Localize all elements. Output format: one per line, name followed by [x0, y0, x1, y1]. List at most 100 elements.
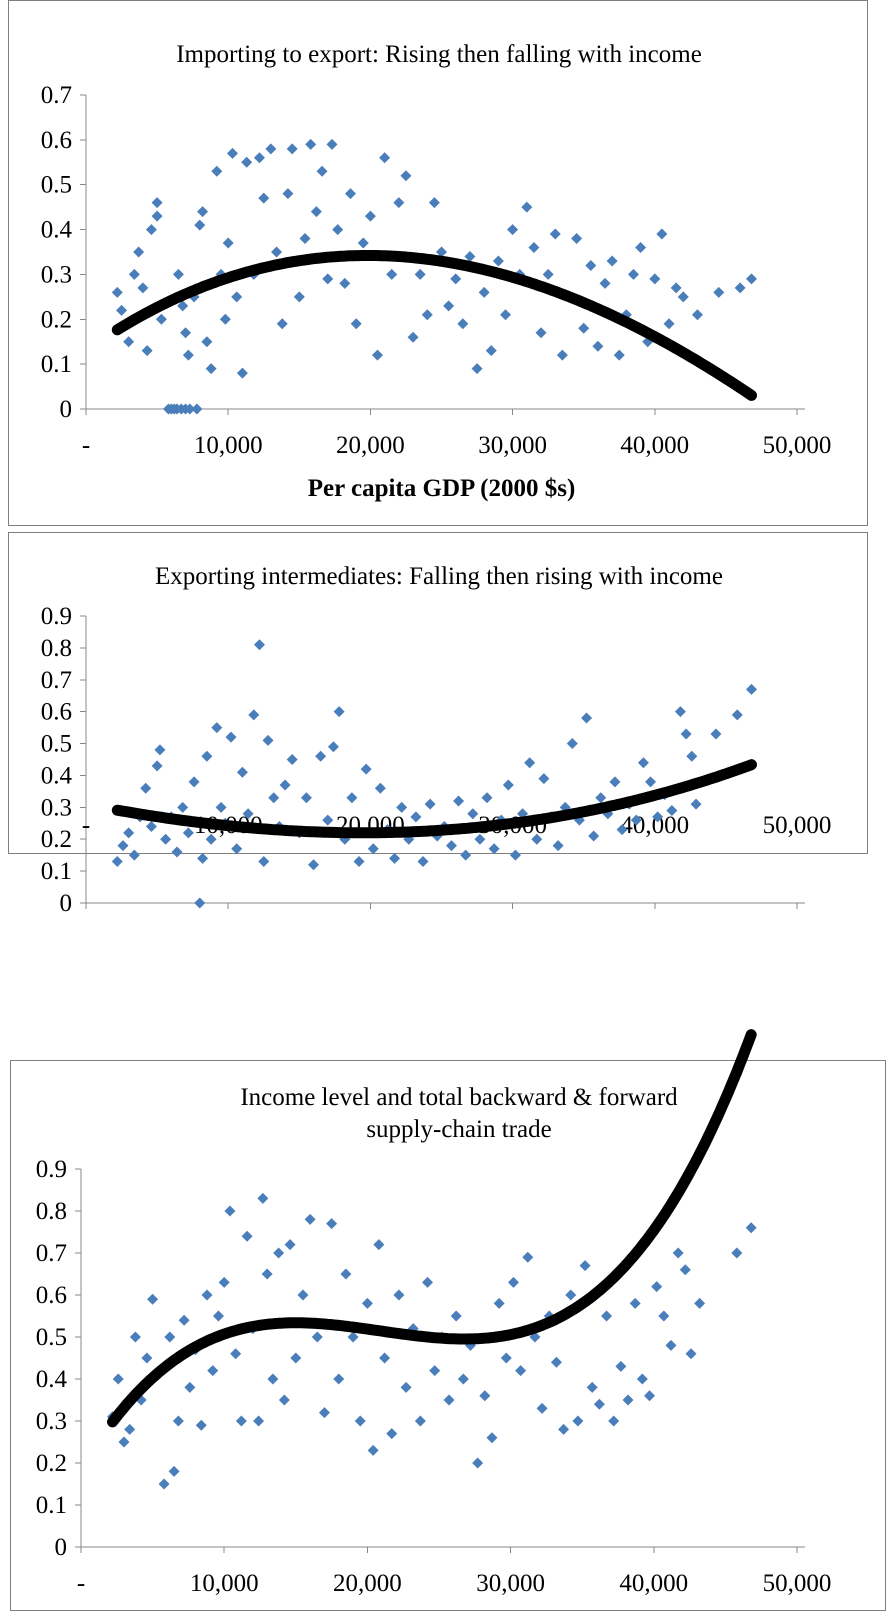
scatter-point — [549, 228, 561, 240]
x-tick-label: 50,000 — [763, 1570, 832, 1597]
y-tick-label: 0.7 — [41, 82, 72, 109]
scatter-point — [630, 814, 642, 826]
scatter-point — [460, 849, 472, 861]
scatter-point — [268, 792, 280, 804]
scatter-point — [685, 1348, 697, 1360]
scatter-point — [172, 1415, 184, 1427]
scatter-point — [443, 1394, 455, 1406]
scatter-point — [258, 192, 270, 204]
scatter-point — [177, 300, 189, 312]
chart-panel-exporting: Exporting intermediates: Falling then ri… — [8, 532, 868, 917]
scatter-point — [315, 750, 327, 762]
scatter-point — [257, 1192, 269, 1204]
scatter-point — [474, 833, 486, 845]
scatter-point — [357, 237, 369, 249]
scatter-point — [124, 1423, 136, 1435]
scatter-point — [194, 897, 206, 909]
scatter-point — [731, 709, 743, 721]
x-tick-label: - — [82, 812, 90, 839]
x-tick-label: 30,000 — [478, 432, 547, 459]
scatter-point — [479, 1390, 491, 1402]
scatter-point — [443, 300, 455, 312]
scatter-point — [141, 345, 153, 357]
y-tick-label: 0.3 — [36, 1408, 67, 1435]
scatter-point — [552, 840, 564, 852]
scatter-point — [133, 246, 145, 258]
scatter-point — [535, 327, 547, 339]
scatter-point — [581, 712, 593, 724]
scatter-point — [180, 327, 192, 339]
scatter-point — [226, 147, 238, 159]
scatter-point — [445, 840, 457, 852]
scatter-point — [606, 255, 618, 267]
scatter-point — [286, 143, 298, 155]
scatter-point — [524, 757, 536, 769]
scatter-point — [308, 859, 320, 871]
scatter-point — [453, 795, 465, 807]
scatter-point — [500, 1352, 512, 1364]
scatter-point — [258, 856, 270, 868]
scatter-point — [145, 224, 157, 236]
scatter-point — [310, 206, 322, 218]
y-tick-label: 0.1 — [41, 351, 72, 378]
scatter-point — [507, 224, 519, 236]
scatter-point — [205, 833, 217, 845]
scatter-point — [396, 801, 408, 813]
scatter-point — [177, 801, 189, 813]
scatter-point — [407, 331, 419, 343]
scatter-point — [322, 273, 334, 285]
scatter-point — [178, 1314, 190, 1326]
trend-line — [111, 250, 757, 401]
scatter-point — [151, 760, 163, 772]
scatter-point — [182, 827, 194, 839]
scatter-point — [211, 165, 223, 177]
scatter-point — [117, 840, 129, 852]
scatter-point — [586, 1381, 598, 1393]
scatter-point — [218, 1276, 230, 1288]
x-tick-label: 20,000 — [333, 1570, 402, 1597]
scatter-point — [265, 143, 277, 155]
scatter-point — [326, 1218, 338, 1230]
scatter-point — [305, 138, 317, 150]
scatter-point — [651, 1281, 663, 1293]
scatter-point — [734, 282, 746, 294]
scatter-point — [145, 820, 157, 832]
scatter-point — [585, 259, 597, 271]
scatter-point — [656, 228, 668, 240]
y-tick-label: 0.7 — [41, 667, 72, 694]
scatter-point — [636, 1373, 648, 1385]
scatter-point — [588, 830, 600, 842]
scatter-point — [141, 1352, 153, 1364]
scatter-point — [386, 1428, 398, 1440]
scatter-point — [665, 1339, 677, 1351]
scatter-point — [347, 1331, 359, 1343]
scatter-point — [262, 734, 274, 746]
scatter-point — [201, 750, 213, 762]
scatter-point — [140, 782, 152, 794]
scatter-point — [147, 1293, 159, 1305]
scatter-point — [550, 1356, 562, 1368]
scatter-point — [290, 1352, 302, 1364]
scatter-point — [658, 1310, 670, 1322]
scatter-point — [622, 1394, 634, 1406]
y-tick-label: 0.6 — [36, 1282, 67, 1309]
scatter-point — [573, 814, 585, 826]
scatter-point — [379, 152, 391, 164]
scatter-point — [429, 1365, 441, 1377]
scatter-point — [284, 1239, 296, 1251]
scatter-point — [137, 282, 149, 294]
scatter-point — [379, 1352, 391, 1364]
scatter-point — [129, 1331, 141, 1343]
scatter-point — [414, 1415, 426, 1427]
scatter-point — [652, 811, 664, 823]
scatter-point — [410, 811, 422, 823]
scatter-point — [201, 336, 213, 348]
scatter-point — [536, 1402, 548, 1414]
scatter-point — [276, 318, 288, 330]
scatter-point — [182, 349, 194, 361]
scatter-point — [556, 349, 568, 361]
scatter-point — [485, 345, 497, 357]
x-tick-label: 10,000 — [194, 432, 263, 459]
y-tick-label: 0.1 — [41, 858, 72, 885]
scatter-point — [686, 750, 698, 762]
